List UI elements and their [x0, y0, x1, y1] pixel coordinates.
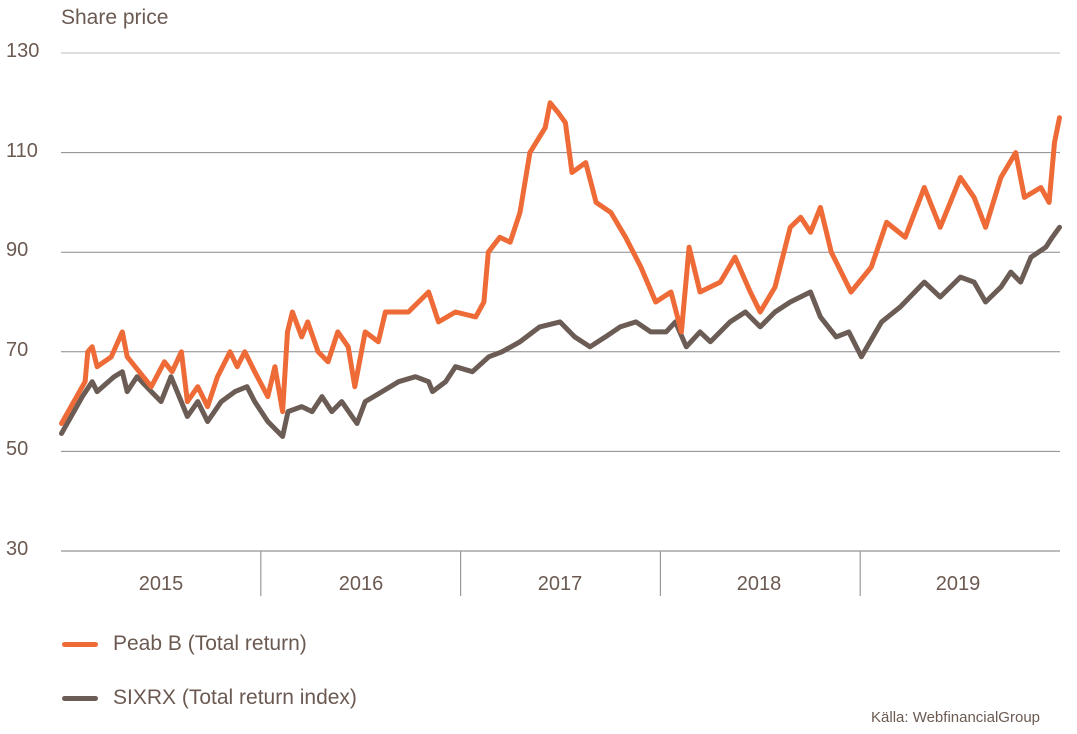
legend-swatch [62, 641, 98, 647]
chart-title: Share price [61, 6, 169, 29]
legend-swatch [62, 695, 98, 701]
legend-item-peab: Peab B (Total return) [62, 632, 307, 656]
x-tick-label: 2016 [338, 573, 384, 595]
y-tick-label: 70 [6, 338, 29, 361]
y-tick-label: 130 [6, 40, 40, 62]
legend-label: Peab B (Total return) [113, 632, 307, 655]
x-tick-label: 2017 [537, 573, 583, 595]
y-tick-label: 110 [6, 139, 38, 162]
x-tick-label: 2018 [736, 573, 782, 595]
legend-item-sixrx: SIXRX (Total return index) [62, 686, 357, 710]
series-line-peab [59, 100, 1062, 426]
x-tick-label: 2019 [935, 573, 981, 595]
source-note: Källa: WebfinancialGroup [871, 709, 1040, 726]
series-line-sixrx [59, 224, 1062, 439]
x-tick-label: 2015 [138, 573, 184, 595]
y-tick-label: 90 [6, 239, 29, 262]
legend-label: SIXRX (Total return index) [113, 686, 357, 709]
y-tick-label: 30 [6, 538, 29, 560]
y-tick-label: 50 [6, 438, 29, 461]
